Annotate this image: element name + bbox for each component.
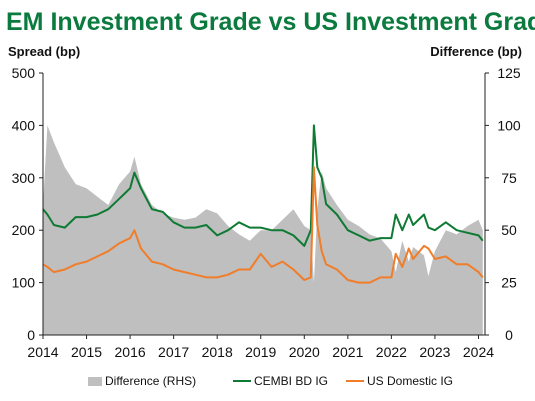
x-tick-label: 2024 [463,344,494,360]
left-tick-label: 100 [12,275,36,291]
x-tick-label: 2018 [202,344,233,360]
left-tick-label: 400 [12,117,36,133]
legend-label-2: US Domestic IG [367,374,453,388]
series-difference-area [43,125,483,336]
legend-swatch-difference [88,377,102,386]
x-tick-label: 2021 [332,344,363,360]
plot-area [42,124,484,336]
legend-label-0: Difference (RHS) [105,374,196,388]
axes: 0 100 200 300 400 500 0 25 50 75 100 125 2014 2015 201… [12,65,521,360]
x-tick-label: 2014 [27,344,58,360]
left-axis-title: Spread (bp) [8,44,80,59]
x-tick-label: 2023 [419,344,450,360]
right-tick-label: 50 [501,222,517,238]
x-tick-label: 2019 [245,344,276,360]
x-tick-label: 2020 [289,344,320,360]
left-tick-label: 500 [12,65,36,81]
right-tick-label: 0 [505,327,513,343]
chart-title: EM Investment Grade vs US Investment Gra… [6,8,535,36]
right-tick-label: 25 [501,275,517,291]
x-tick-label: 2015 [71,344,102,360]
left-tick-label: 200 [12,222,36,238]
right-axis-title: Difference (bp) [430,44,522,59]
x-tick-label: 2016 [115,344,146,360]
x-tick-label: 2022 [376,344,407,360]
right-tick-label: 100 [497,117,521,133]
left-tick-label: 300 [12,170,36,186]
legend: Difference (RHS) CEMBI BD IG US Domestic I… [88,374,453,388]
left-tick-label: 0 [27,327,35,343]
x-tick-label: 2017 [158,344,189,360]
right-tick-label: 75 [501,170,517,186]
series-line-1 [42,124,484,247]
series-line-2 [42,166,484,284]
right-tick-label: 125 [497,65,521,81]
legend-label-1: CEMBI BD IG [254,374,328,388]
